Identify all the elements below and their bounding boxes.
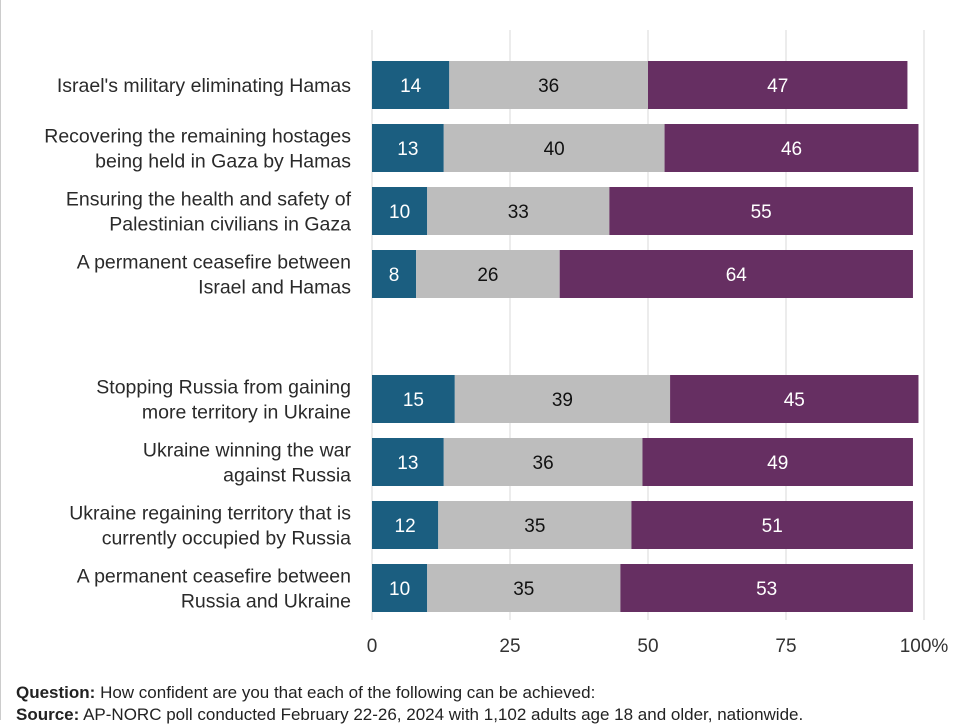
bar-segment — [438, 501, 632, 549]
x-tick-label: 100% — [900, 636, 949, 657]
category-label-line: against Russia — [223, 465, 351, 487]
data-label: 13 — [397, 139, 418, 160]
bar-segment — [443, 124, 665, 172]
category-label-line: Palestinian civilians in Gaza — [109, 214, 351, 236]
bar-segment — [427, 564, 621, 612]
data-label: 10 — [389, 579, 410, 600]
bar-segment — [372, 438, 444, 486]
data-label: 15 — [403, 390, 424, 411]
bar-segment — [372, 375, 455, 423]
x-tick-label: 25 — [499, 636, 520, 657]
question-line: Question: How confident are you that eac… — [16, 682, 976, 704]
source-text: AP-NORC poll conducted February 22-26, 2… — [83, 705, 804, 724]
category-label-line: Russia and Ukraine — [181, 591, 351, 613]
category-label: Stopping Russia from gaining more territo… — [96, 377, 351, 424]
data-label: 51 — [762, 516, 783, 537]
category-label: Ukraine regaining territory that is curre… — [69, 503, 351, 550]
stacked-bar-chart: 14 36 47 13 40 46 10 33 55 8 26 64 15 39 45 13 36 49 12 35 5… — [44, 30, 949, 657]
data-label: 35 — [524, 516, 545, 537]
bar-segment — [620, 564, 913, 612]
data-label: 14 — [400, 76, 422, 97]
bar-segment — [609, 187, 913, 235]
data-label: 8 — [389, 265, 400, 286]
bar-segment — [670, 375, 919, 423]
data-label: 10 — [389, 202, 410, 223]
category-label-line: currently occupied by Russia — [102, 528, 351, 550]
data-label: 26 — [477, 265, 498, 286]
bar-segment — [372, 61, 450, 109]
bar-segment — [648, 61, 908, 109]
category-labels: Israel's military eliminating Hamas Recov… — [44, 75, 351, 613]
data-label: 36 — [533, 453, 554, 474]
bar-segment — [664, 124, 919, 172]
bar-segment — [416, 250, 560, 298]
chart-notes: Question: How confident are you that eac… — [16, 682, 976, 726]
bar-segment — [372, 187, 428, 235]
data-label: 35 — [513, 579, 534, 600]
category-label-line: Ensuring the health and safety of — [66, 189, 352, 211]
bar-segment — [372, 501, 439, 549]
bar-segment — [372, 564, 428, 612]
bar-segment — [372, 250, 417, 298]
bar-segment — [449, 61, 648, 109]
data-label: 40 — [544, 139, 565, 160]
data-label: 39 — [552, 390, 573, 411]
data-label: 53 — [756, 579, 777, 600]
category-label: Israel's military eliminating Hamas — [57, 75, 351, 97]
data-label: 64 — [726, 265, 748, 286]
category-label-line: Israel and Hamas — [198, 277, 351, 299]
x-axis-ticks: 0 25 50 75 100% — [367, 636, 949, 657]
category-label: Recovering the remaining hostages being h… — [44, 126, 351, 173]
category-label: Ensuring the health and safety of Palesti… — [66, 189, 352, 236]
x-tick-label: 75 — [775, 636, 796, 657]
data-label: 47 — [767, 76, 788, 97]
category-label-line: Ukraine regaining territory that is — [69, 503, 351, 525]
category-label-line: Ukraine winning the war — [143, 440, 352, 462]
bar-segment — [427, 187, 610, 235]
category-label-line: Israel's military eliminating Hamas — [57, 75, 351, 97]
data-label: 55 — [751, 202, 772, 223]
bar-segment — [631, 501, 913, 549]
bar-segment — [372, 124, 444, 172]
question-text: How confident are you that each of the f… — [100, 683, 596, 702]
bar-segment — [642, 438, 913, 486]
data-label: 49 — [767, 453, 788, 474]
category-label-line: Stopping Russia from gaining — [96, 377, 351, 399]
source-label: Source: — [16, 705, 80, 724]
category-label: A permanent ceasefire between Russia and … — [77, 566, 351, 613]
data-label: 46 — [781, 139, 802, 160]
category-label-line: A permanent ceasefire between — [77, 566, 351, 588]
category-label-line: Recovering the remaining hostages — [44, 126, 351, 148]
data-label: 12 — [395, 516, 416, 537]
category-label: A permanent ceasefire between Israel and … — [77, 252, 352, 299]
data-label: 13 — [397, 453, 418, 474]
category-label-line: A permanent ceasefire between — [77, 252, 351, 274]
data-label: 33 — [508, 202, 529, 223]
category-label: Ukraine winning the war against Russia — [143, 440, 352, 487]
question-label: Question: — [16, 683, 96, 702]
x-tick-label: 0 — [367, 636, 378, 657]
data-label: 45 — [784, 390, 805, 411]
bar-segment — [454, 375, 671, 423]
bar-segment — [443, 438, 643, 486]
bar-segment — [559, 250, 913, 298]
category-label-line: being held in Gaza by Hamas — [95, 151, 351, 173]
frame-rule — [0, 0, 1, 720]
category-label-line: more territory in Ukraine — [142, 402, 351, 424]
x-tick-label: 50 — [637, 636, 658, 657]
data-label: 36 — [538, 76, 559, 97]
bars: 14 36 47 13 40 46 10 33 55 8 26 64 15 39 45 13 36 49 12 35 5… — [372, 61, 919, 612]
source-line: Source: AP-NORC poll conducted February … — [16, 704, 976, 726]
